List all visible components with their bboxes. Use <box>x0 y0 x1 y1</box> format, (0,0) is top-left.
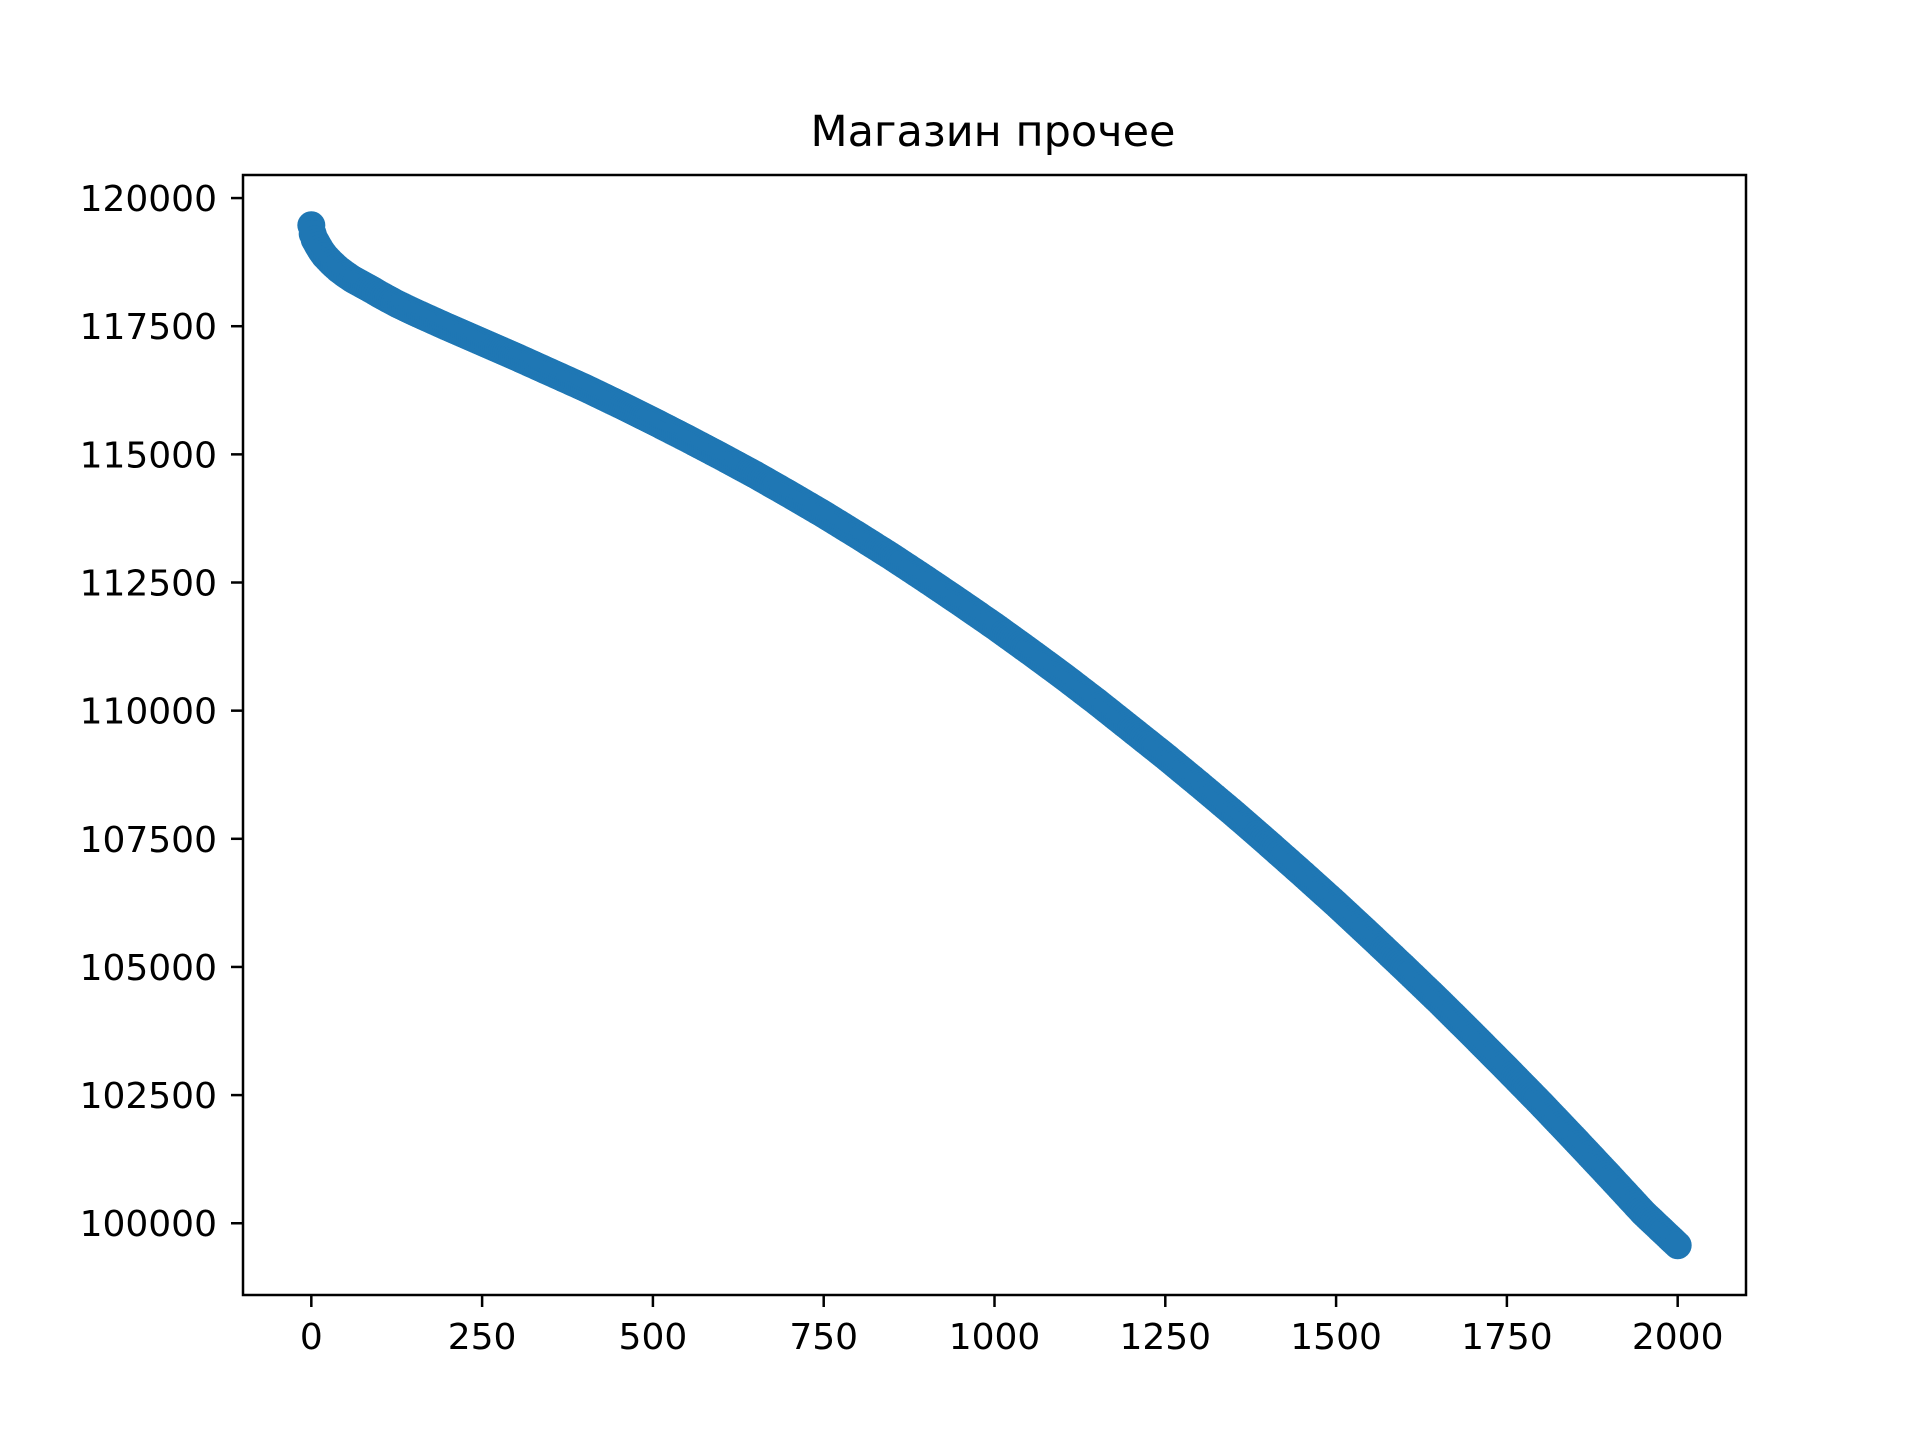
y-axis: 100000 102500 105000 107500 110000 112500 1150… <box>80 179 243 1245</box>
y-tick-label: 117500 <box>80 307 217 348</box>
x-axis: 0 250 500 750 1000 1250 1500 1750 2000 <box>300 1295 1724 1358</box>
y-tick-label: 105000 <box>80 948 217 989</box>
x-tick-label: 1000 <box>949 1317 1041 1358</box>
x-tick-label: 750 <box>789 1317 858 1358</box>
x-tick-label: 250 <box>448 1317 517 1358</box>
x-tick-label: 1750 <box>1461 1317 1553 1358</box>
y-tick-label: 115000 <box>80 435 217 476</box>
x-tick-label: 1250 <box>1119 1317 1211 1358</box>
y-tick-label: 112500 <box>80 564 217 605</box>
x-tick-label: 1500 <box>1290 1317 1382 1358</box>
y-tick-label: 102500 <box>80 1076 217 1117</box>
y-tick-label: 107500 <box>80 820 217 861</box>
x-tick-label: 0 <box>300 1317 323 1358</box>
y-tick-label: 120000 <box>80 179 217 220</box>
data-point <box>1663 1231 1692 1260</box>
x-tick-label: 2000 <box>1632 1317 1724 1358</box>
y-tick-label: 110000 <box>80 692 217 733</box>
data-points <box>297 211 1692 1260</box>
x-tick-label: 500 <box>619 1317 688 1358</box>
chart-title: Магазин прочее <box>810 107 1175 157</box>
y-tick-label: 100000 <box>80 1204 217 1245</box>
